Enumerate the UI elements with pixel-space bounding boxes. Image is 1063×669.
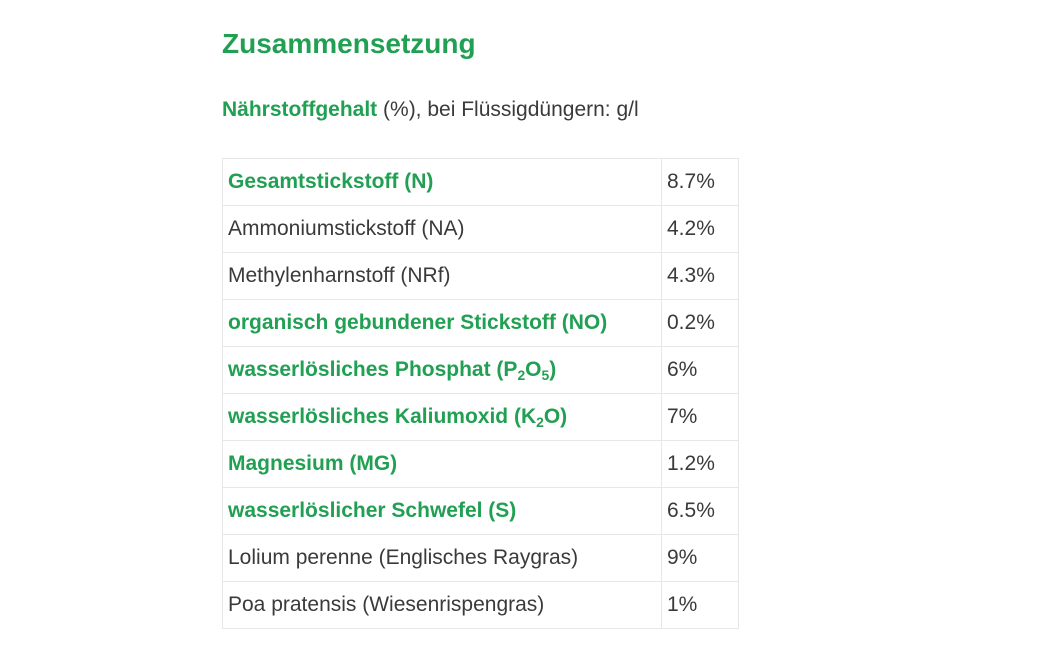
table-row: wasserlösliches Kaliumoxid (K2O) 7% bbox=[222, 393, 739, 441]
table-row: organisch gebundener Stickstoff (NO) 0.2… bbox=[222, 299, 739, 347]
nutrient-name: wasserlöslicher Schwefel (S) bbox=[222, 487, 662, 535]
nutrient-value: 1% bbox=[661, 581, 739, 629]
nutrient-name: Gesamtstickstoff (N) bbox=[222, 158, 662, 206]
nutrient-value: 7% bbox=[661, 393, 739, 441]
table-row: wasserlöslicher Schwefel (S) 6.5% bbox=[222, 487, 739, 535]
table-row: wasserlösliches Phosphat (P2O5) 6% bbox=[222, 346, 739, 394]
table-row: Ammoniumstickstoff (NA) 4.2% bbox=[222, 205, 739, 253]
nutrient-content-label: Nährstoffgehalt bbox=[222, 98, 378, 121]
nutrient-value: 8.7% bbox=[661, 158, 739, 206]
nutrient-name: Magnesium (MG) bbox=[222, 440, 662, 488]
nutrient-name-part: ) bbox=[549, 358, 557, 381]
table-row: Magnesium (MG) 1.2% bbox=[222, 440, 739, 488]
nutrient-value: 6% bbox=[661, 346, 739, 394]
subscript: 5 bbox=[541, 367, 550, 384]
nutrient-name-part: O) bbox=[543, 405, 568, 428]
nutrient-table: Gesamtstickstoff (N) 8.7% Ammoniumsticks… bbox=[222, 158, 739, 629]
nutrient-name-part: wasserlösliches Phosphat (P bbox=[228, 358, 518, 381]
nutrient-value: 0.2% bbox=[661, 299, 739, 347]
nutrient-name-part: wasserlösliches Kaliumoxid (K bbox=[228, 405, 537, 428]
nutrient-content-unit-note: (%), bei Flüssigdüngern: g/l bbox=[377, 98, 639, 121]
nutrient-name: Methylenharnstoff (NRf) bbox=[222, 252, 662, 300]
nutrient-value: 4.2% bbox=[661, 205, 739, 253]
nutrient-name: wasserlösliches Kaliumoxid (K2O) bbox=[222, 393, 662, 441]
table-row: Lolium perenne (Englisches Raygras) 9% bbox=[222, 534, 739, 582]
table-row: Poa pratensis (Wiesenrispengras) 1% bbox=[222, 581, 739, 629]
subscript: 2 bbox=[517, 367, 526, 384]
table-row: Methylenharnstoff (NRf) 4.3% bbox=[222, 252, 739, 300]
nutrient-value: 9% bbox=[661, 534, 739, 582]
nutrient-content-note: Nährstoffgehalt (%), bei Flüssigdüngern:… bbox=[222, 96, 639, 124]
nutrient-value: 4.3% bbox=[661, 252, 739, 300]
nutrient-name-part: O bbox=[525, 358, 542, 381]
nutrient-value: 6.5% bbox=[661, 487, 739, 535]
subscript: 2 bbox=[536, 414, 544, 431]
nutrient-name: organisch gebundener Stickstoff (NO) bbox=[222, 299, 662, 347]
nutrient-name: Lolium perenne (Englisches Raygras) bbox=[222, 534, 662, 582]
nutrient-name: wasserlösliches Phosphat (P2O5) bbox=[222, 346, 662, 394]
table-row: Gesamtstickstoff (N) 8.7% bbox=[222, 158, 739, 206]
nutrient-name: Poa pratensis (Wiesenrispengras) bbox=[222, 581, 662, 629]
nutrient-value: 1.2% bbox=[661, 440, 739, 488]
nutrient-name: Ammoniumstickstoff (NA) bbox=[222, 205, 662, 253]
section-heading: Zusammensetzung bbox=[222, 28, 476, 59]
